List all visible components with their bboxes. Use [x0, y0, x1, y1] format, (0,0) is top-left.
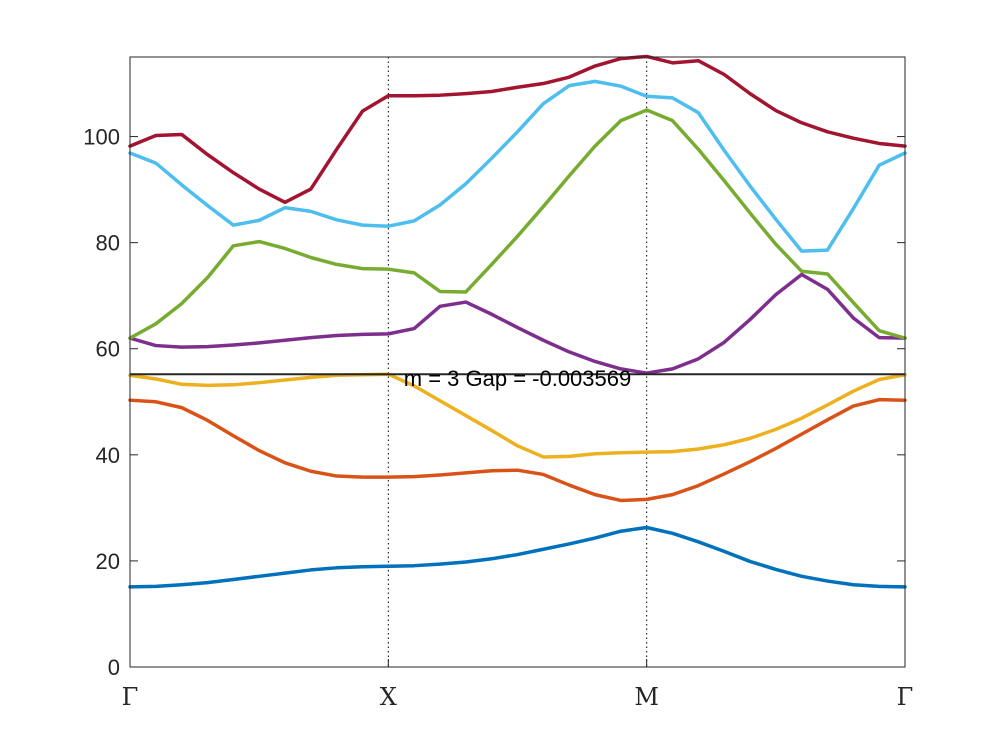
y-tick-label-40: 40 — [96, 443, 120, 468]
plot-area: m = 3 Gap = -0.003569 0 20 40 60 80 100 Γ X M Γ — [83, 54, 914, 711]
band-line-5 — [128, 108, 907, 340]
x-tick-label-2: M — [634, 683, 659, 711]
y-tick-label-80: 80 — [96, 231, 120, 256]
x-tick-label-0: Γ — [122, 683, 139, 711]
band-line-4 — [128, 272, 907, 375]
gap-annotation: m = 3 Gap = -0.003569 — [404, 366, 632, 391]
x-tick-label-1: X — [380, 683, 397, 711]
y-tick-label-100: 100 — [83, 125, 120, 150]
band-line-2 — [128, 397, 907, 503]
x-tick-label-3: Γ — [897, 683, 914, 711]
band-line-3 — [128, 372, 907, 459]
y-tick-label-20: 20 — [96, 549, 120, 574]
y-tick-label-60: 60 — [96, 337, 120, 362]
band-line-1 — [128, 525, 907, 589]
band-line-6 — [128, 79, 907, 253]
axes-box — [129, 56, 906, 668]
y-tick-label-0: 0 — [108, 655, 120, 680]
band-line-7 — [128, 54, 907, 205]
